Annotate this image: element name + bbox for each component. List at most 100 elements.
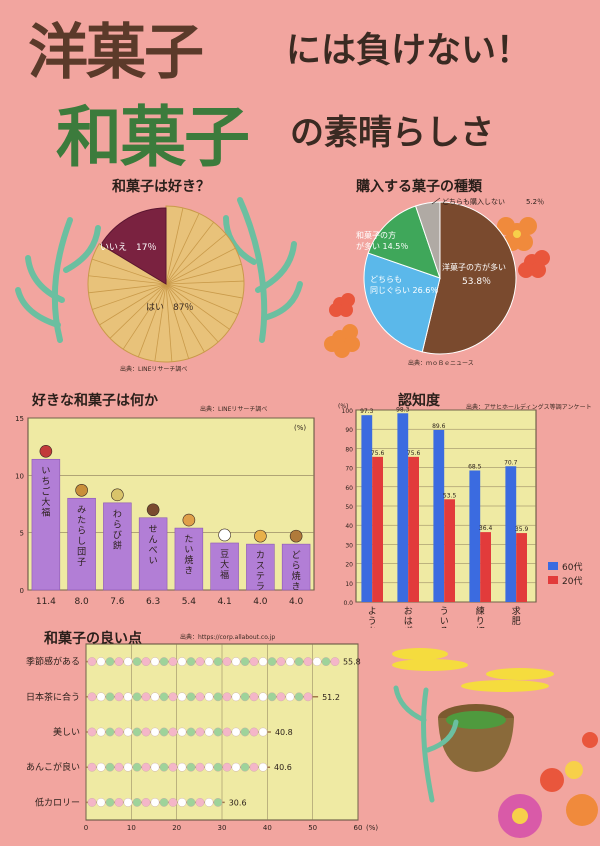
bar1-category-char: し <box>77 536 86 547</box>
bar3-category: 美しい <box>53 726 80 738</box>
bar3-dango-icon <box>240 762 250 772</box>
pie1-petal-line <box>165 221 214 285</box>
bar2-legend-swatch <box>548 562 558 570</box>
bar3-dango-icon <box>231 762 241 772</box>
bar1-value: 4.0 <box>253 597 268 607</box>
pie2-slice-western <box>421 201 517 355</box>
bar3-dango-icon <box>141 657 151 667</box>
bar2-value: 35.9 <box>515 526 529 533</box>
bar3-dango-icon <box>87 657 97 667</box>
bar1-bar <box>67 497 96 591</box>
bar1-category-char: い <box>149 556 158 566</box>
bar3-dango-icon <box>186 762 196 772</box>
bar3-dango-icon <box>87 727 97 737</box>
bar3-dango-icon <box>150 762 160 772</box>
bar3-dango-icon <box>132 657 142 667</box>
pie1-petal-line <box>165 283 230 330</box>
bar3-dango-icon <box>294 692 304 702</box>
bar1-wagashi-icon <box>111 488 124 502</box>
flower-red-left-icon <box>329 293 355 317</box>
bar1-category-char: カ <box>256 550 265 561</box>
bar3-dango-icon <box>186 797 196 807</box>
pie2-leader <box>431 197 441 205</box>
bar2-legend-swatch <box>548 576 558 584</box>
bar3-xtick: 30 <box>218 824 227 832</box>
bar2-ytick: 40 <box>345 523 353 530</box>
bar3-unit: (%) <box>366 824 378 832</box>
bar3-dango-icon <box>159 762 169 772</box>
bar3-dango-icon <box>240 692 250 702</box>
bar1-category-char: ス <box>256 562 265 572</box>
bar3-dango-icon <box>96 762 106 772</box>
bar1-wagashi-icon <box>75 483 88 497</box>
bar3-dango-icon <box>204 692 214 702</box>
bar3-dango-icon <box>123 797 133 807</box>
pie1-petal-line <box>88 275 167 285</box>
bar2-bar-60s <box>433 429 445 602</box>
bar1-wagashi-icon <box>39 444 53 458</box>
bar2-category-char: り <box>476 616 485 627</box>
bar1-wagashi-icon <box>146 503 160 517</box>
bar3-dango-icon <box>132 692 142 702</box>
bar1-bar <box>210 542 239 591</box>
bar1-category-char: た <box>77 515 86 526</box>
bar2-category-char: 肥 <box>512 616 521 627</box>
bar1-value: 11.4 <box>36 597 56 607</box>
bar3-chart: 0 10 20 30 40 50 60 (%) 55.8 季節感がある 51.2 日本茶に合う 40.8… <box>26 643 378 832</box>
pie2-slice-wagashi <box>367 205 441 279</box>
pie1-petal-line <box>165 283 173 362</box>
bar3-dango-icon <box>177 797 187 807</box>
bar1-category-char: せ <box>149 524 158 535</box>
bar3-dango-icon <box>213 727 223 737</box>
bar3-dango-icon <box>231 727 241 737</box>
pie2-label-line2: 同じぐらい 26.6％ <box>370 286 438 295</box>
bar3-dango-icon <box>114 727 124 737</box>
bar3-dango-icon <box>213 657 223 667</box>
main-title: 洋菓子 <box>28 18 204 88</box>
bar1-value: 4.0 <box>289 597 304 607</box>
bar1-bar <box>103 502 132 591</box>
bar1-category-char: た <box>184 534 193 545</box>
bar3-dango-icon <box>195 657 205 667</box>
bar1-unit: (%) <box>294 424 306 432</box>
bar3-dango-icon <box>123 692 133 702</box>
bar3-xtick: 0 <box>84 824 88 832</box>
bar3-dango-icon <box>123 762 133 772</box>
bar3-dango-icon <box>195 692 205 702</box>
bar1-category-char: び <box>113 530 122 541</box>
pie2-value: 53.8％ <box>462 276 491 287</box>
bar1-category-char: 子 <box>77 557 86 568</box>
pie1-petal-line <box>165 207 184 285</box>
bar2-category-char: お <box>404 606 413 617</box>
pie1-petal-line <box>99 283 167 326</box>
bar3-dango-icon <box>249 692 259 702</box>
bar3-dango-icon <box>87 692 97 702</box>
bar1-category-char: 福 <box>41 506 50 518</box>
bar2-ytick: 30 <box>345 542 353 549</box>
bar2-category-char: は <box>404 616 413 627</box>
bar2-bar-20s <box>372 456 383 602</box>
yellow-cloud-icon <box>392 648 554 692</box>
bar3-dango-icon <box>276 657 286 667</box>
bar3-dango-icon <box>159 797 169 807</box>
pie2-label-line2: が多い 14.5％ <box>356 241 408 251</box>
bar2-ytick: 50 <box>345 504 353 511</box>
bar1-ytick: 0 <box>20 587 24 595</box>
bar2-value: 36.4 <box>479 525 493 532</box>
bar3-dango-icon <box>141 692 151 702</box>
bar3-dango-icon <box>312 657 322 667</box>
bar3-dango-icon <box>150 692 160 702</box>
bar3-dango-icon <box>168 727 178 737</box>
bar3-value: 40.6 <box>274 763 292 772</box>
pie1-petal-line <box>122 283 167 350</box>
bar1-wagashi-icon <box>182 513 196 527</box>
bar3-dango-icon <box>330 657 340 667</box>
bar1-category-char: い <box>41 466 50 476</box>
bar3-dango-icon <box>105 762 115 772</box>
bar3-dango-icon <box>303 657 313 667</box>
bar2-ytick: 90 <box>345 427 353 434</box>
pie2-label: どちらも <box>370 275 402 284</box>
bar2-value: 89.6 <box>432 423 446 430</box>
bar1-category-char: べ <box>149 546 158 556</box>
bar3-dango-icon <box>240 727 250 737</box>
